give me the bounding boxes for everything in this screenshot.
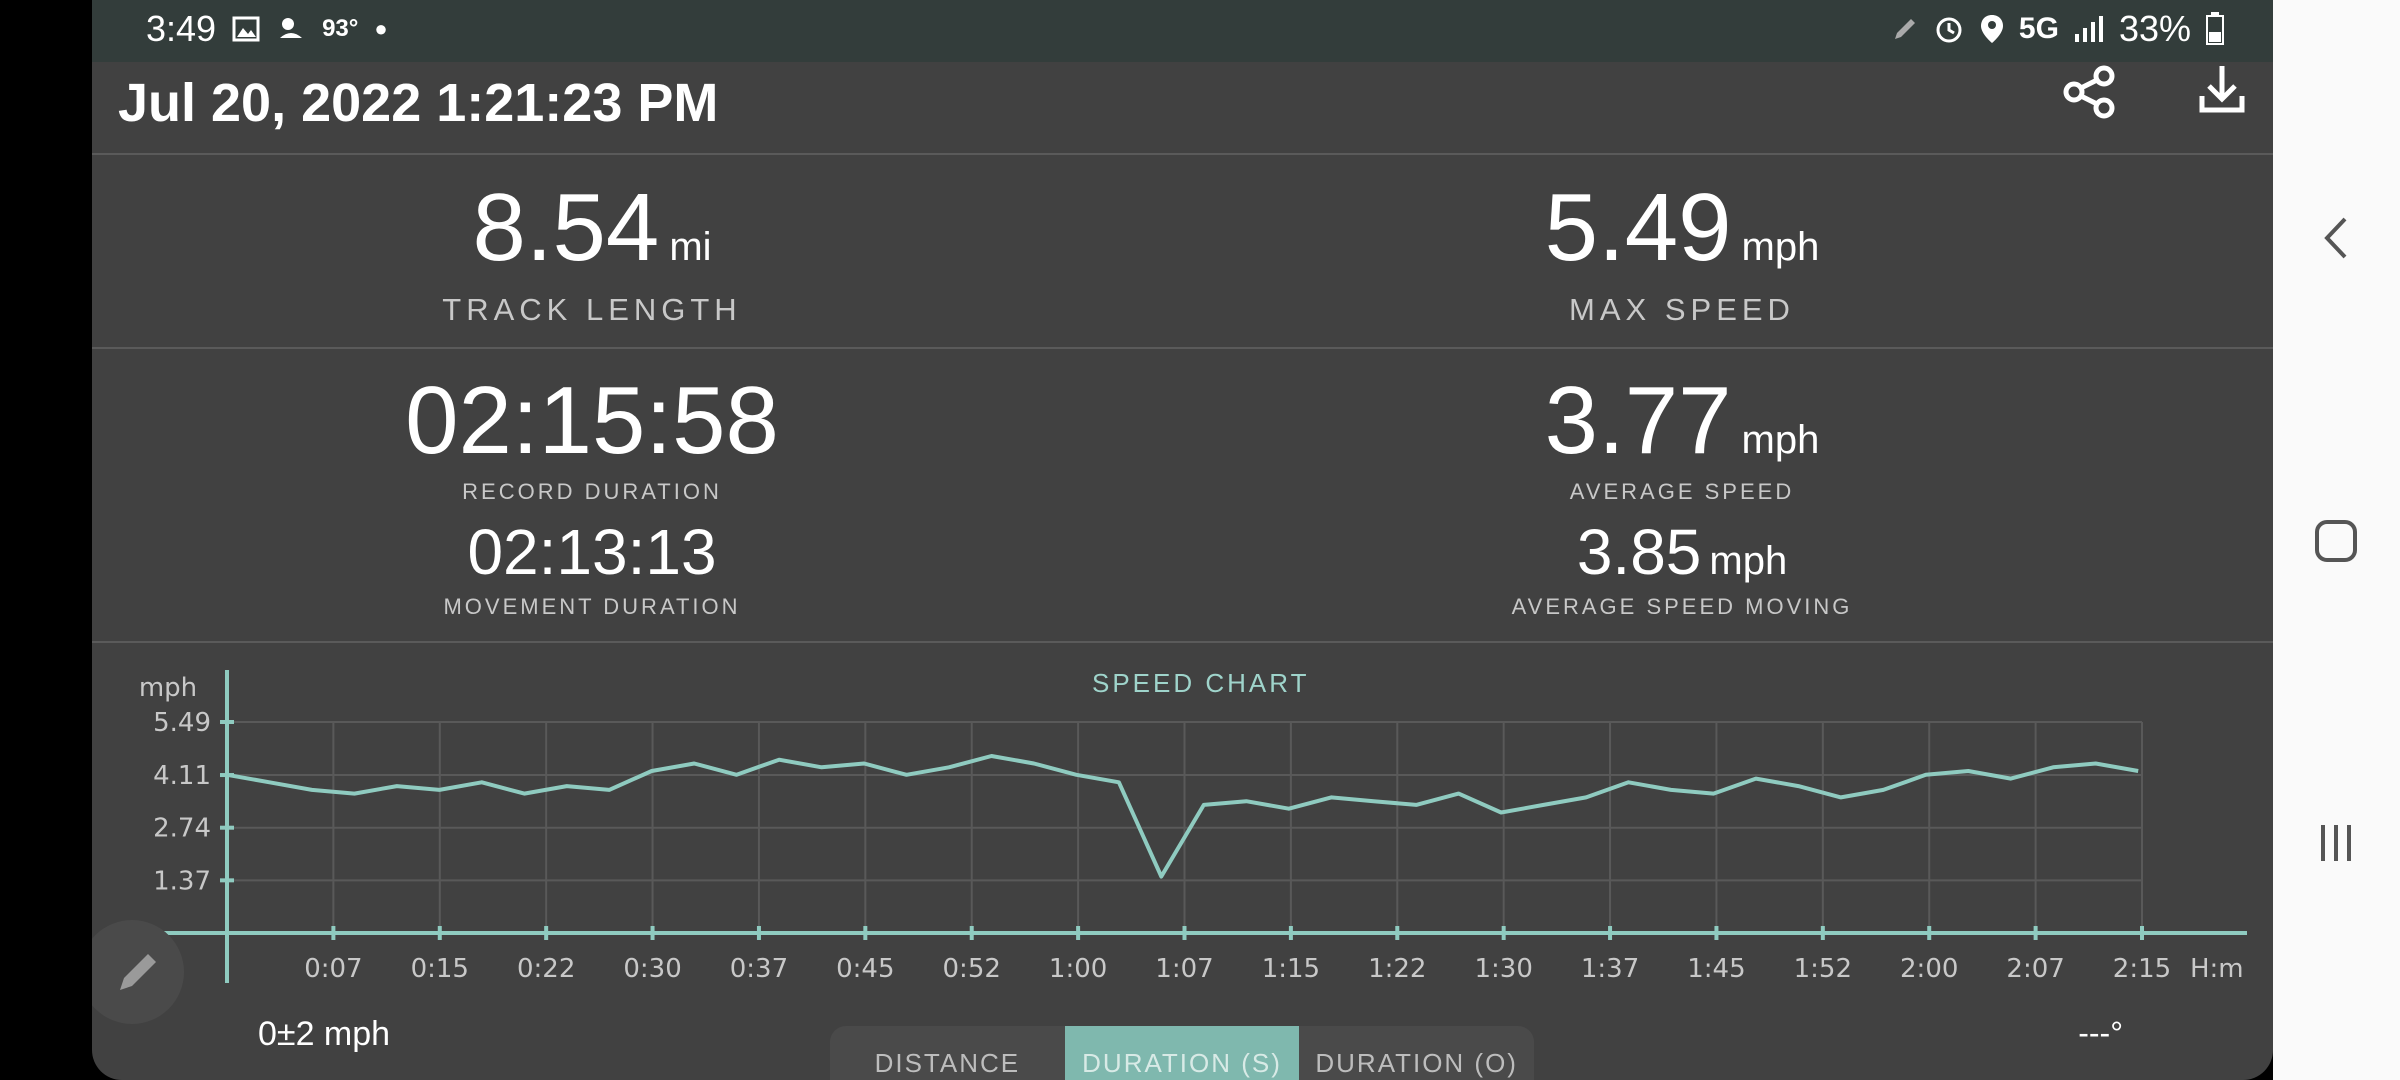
record-duration-label: RECORD DURATION [462, 479, 722, 504]
movement-duration-value: 02:13:13 [467, 516, 717, 588]
home-icon[interactable] [2303, 508, 2369, 574]
mode-distance[interactable]: DISTANCE [874, 1048, 1021, 1078]
x-tick-label: 1:52 [1794, 954, 1852, 984]
x-tick-label: 0:07 [304, 954, 362, 984]
average-speed-moving-value: 3.85 [1576, 516, 1702, 588]
app-header: Jul 20, 2022 1:21:23 PM [92, 62, 2273, 154]
weather-icon [280, 18, 303, 38]
average-speed-value: 3.77 [1544, 367, 1732, 474]
track-length-label: TRACK LENGTH [442, 292, 742, 327]
share-button[interactable] [2052, 62, 2132, 142]
download-icon [2199, 66, 2245, 113]
battery-percent: 33% [2118, 8, 2191, 49]
average-speed-stat: 3.77 mph AVERAGE SPEED [1362, 373, 2002, 505]
signal-icon [2074, 16, 2103, 42]
x-tick-label: 1:15 [1262, 954, 1320, 984]
x-tick-label: 0:22 [517, 954, 575, 984]
average-speed-moving-stat: 3.85 mph AVERAGE SPEED MOVING [1362, 520, 2002, 620]
network-type: 5G [2018, 12, 2059, 45]
battery-icon [2206, 12, 2224, 45]
divider [92, 641, 2273, 643]
notification-dot-icon: ● [374, 16, 388, 41]
x-tick-label: 1:07 [1155, 954, 1213, 984]
back-icon[interactable] [2303, 205, 2369, 271]
x-tick-label: 0:15 [411, 954, 469, 984]
x-tick-label: 0:30 [623, 954, 681, 984]
speed-chart[interactable]: SPEED CHART 0:07 0:15 0:22 0:30 0:37 0:45 0:52… [92, 660, 2273, 1020]
x-tick-label: 2:07 [2006, 954, 2064, 984]
y-tick-label: 1.37 [153, 866, 211, 896]
x-tick-label: 2:15 [2113, 954, 2171, 984]
track-length-unit: mi [669, 225, 712, 269]
record-duration-value: 02:15:58 [405, 367, 779, 474]
x-tick-label: 1:37 [1581, 954, 1639, 984]
chart-canvas: 0:07 0:15 0:22 0:30 0:37 0:45 0:52 1:00 1:07 1:15… [116, 670, 2247, 984]
gallery-icon [232, 16, 260, 42]
max-speed-unit: mph [1741, 225, 1820, 269]
track-length-stat: 8.54 mi TRACK LENGTH [272, 180, 912, 328]
record-duration-stat: 02:15:58 RECORD DURATION [272, 373, 912, 505]
temperature-readout: ---° [2078, 1015, 2123, 1051]
x-tick-label: 1:45 [1687, 954, 1745, 984]
status-bar: 3:49 93° ● 5G 33% [92, 0, 2273, 62]
y-axis-label: mph [139, 673, 197, 703]
recents-icon[interactable] [2303, 810, 2369, 876]
download-button[interactable] [2182, 62, 2262, 142]
mode-duration-s[interactable]: DURATION (S) [1064, 1026, 1300, 1080]
divider [92, 347, 2273, 349]
chart-title: SPEED CHART [1092, 668, 1310, 698]
divider [92, 153, 2273, 155]
status-time: 3:49 [146, 8, 217, 49]
app-window: 3:49 93° ● 5G 33% Jul 20, 2022 1:21:23 P… [92, 0, 2273, 1080]
x-tick-label: 2:00 [1900, 954, 1958, 984]
mode-duration-o[interactable]: DURATION (O) [1315, 1048, 1518, 1078]
edit-button[interactable] [92, 920, 184, 1024]
x-tick-label: 0:45 [836, 954, 894, 984]
status-temperature: 93° [322, 15, 359, 42]
average-speed-moving-label: AVERAGE SPEED MOVING [1511, 594, 1853, 619]
average-speed-unit: mph [1741, 418, 1820, 462]
max-speed-label: MAX SPEED [1569, 292, 1795, 327]
x-tick-label: 0:37 [730, 954, 788, 984]
pencil-status-icon [1894, 19, 1915, 39]
pencil-icon [120, 954, 156, 990]
x-tick-label: 1:22 [1368, 954, 1426, 984]
share-icon [2063, 65, 2115, 119]
max-speed-value: 5.49 [1544, 174, 1732, 281]
location-icon [1980, 15, 2003, 43]
chart-mode-toggle: DISTANCE DURATION (S) DURATION (O) [830, 1026, 1534, 1080]
track-length-value: 8.54 [472, 174, 660, 281]
average-speed-moving-unit: mph [1709, 539, 1788, 583]
speed-series-line [226, 754, 2139, 879]
average-speed-label: AVERAGE SPEED [1569, 479, 1795, 504]
page-title: Jul 20, 2022 1:21:23 PM [118, 73, 719, 133]
y-tick-label: 5.49 [153, 708, 211, 738]
x-tick-label: 1:00 [1049, 954, 1107, 984]
speed-accuracy: 0±2 mph [258, 1015, 391, 1053]
movement-duration-stat: 02:13:13 MOVEMENT DURATION [272, 520, 912, 620]
x-axis-label: H:m [2190, 954, 2244, 984]
y-tick-label: 4.11 [153, 761, 211, 791]
system-nav-bar [2273, 0, 2400, 1080]
x-tick-label: 1:30 [1474, 954, 1532, 984]
alarm-icon [1936, 17, 1962, 43]
movement-duration-label: MOVEMENT DURATION [443, 594, 741, 619]
max-speed-stat: 5.49 mph MAX SPEED [1362, 180, 2002, 328]
x-tick-label: 0:52 [943, 954, 1001, 984]
y-tick-label: 2.74 [153, 814, 211, 844]
